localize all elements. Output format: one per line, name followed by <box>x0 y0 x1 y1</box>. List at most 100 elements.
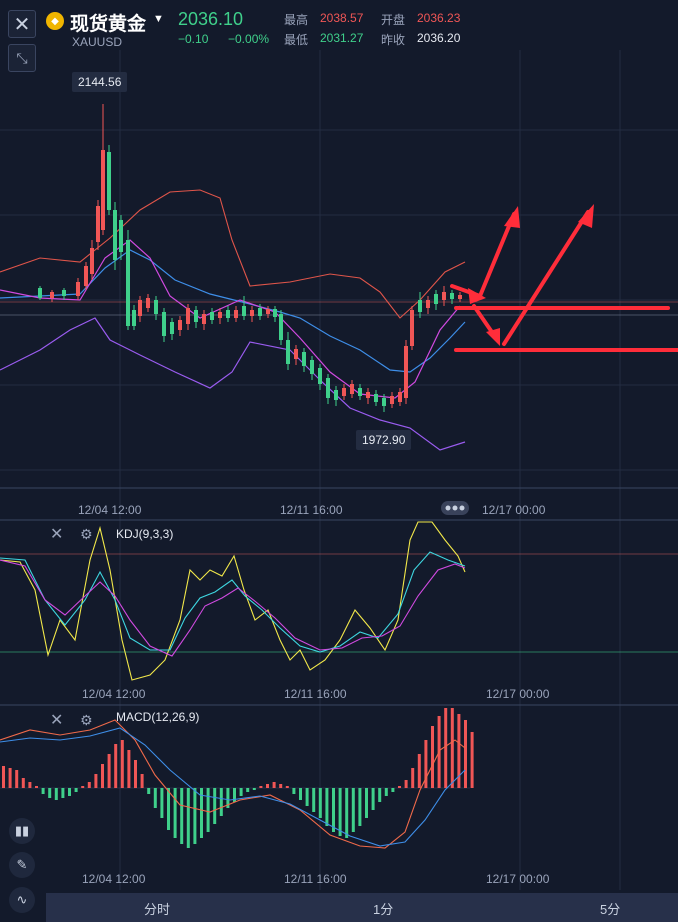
candle-tool-button[interactable]: ▮▮ <box>9 818 35 844</box>
prev-close-value: 2036.20 <box>417 31 461 45</box>
macd-histogram-bar <box>272 782 276 788</box>
prev-close-label: 昨收 <box>381 33 406 47</box>
x-axis-label: 12/11 16:00 <box>280 503 343 517</box>
macd-histogram-bar <box>213 788 217 824</box>
macd-histogram-bar <box>292 788 296 794</box>
macd-histogram-bar <box>101 764 104 788</box>
macd-histogram-bar <box>173 788 177 838</box>
macd-histogram-bar <box>186 788 190 848</box>
kdj-label: KDJ(9,3,3) <box>116 527 174 541</box>
macd-histogram-bar <box>457 714 461 788</box>
macd-histogram-bar <box>107 754 111 788</box>
close-kdj-icon[interactable]: ✕ <box>50 526 64 543</box>
macd-histogram-bar <box>160 788 164 818</box>
macd-histogram-bar <box>219 788 223 816</box>
macd-histogram-bar <box>153 788 157 808</box>
macd-histogram-bar <box>200 788 203 838</box>
macd-histogram-bar <box>378 788 382 802</box>
collapse-icon: ⤡ <box>16 49 28 66</box>
macd-histogram-bar <box>35 786 38 788</box>
macd-histogram-bar <box>167 788 170 830</box>
macd-histogram-bar <box>239 788 243 796</box>
price-change: −0.10 <box>178 32 209 46</box>
instrument-title[interactable]: 现货黄金 <box>70 14 147 35</box>
macd-histogram-bar <box>8 768 12 788</box>
macd-histogram-bar <box>41 788 45 794</box>
macd-histogram-bar <box>464 720 467 788</box>
price-change-pct: −0.00% <box>228 32 270 46</box>
indicator-tool-button[interactable]: ∿ <box>9 887 35 913</box>
x-axis-label: 12/17 00:00 <box>482 503 546 517</box>
gold-coin-icon: ◆ <box>46 12 64 30</box>
macd-histogram-bar <box>332 788 335 832</box>
open-label: 开盘 <box>381 13 406 27</box>
macd-histogram-bar <box>279 784 283 788</box>
chevron-down-icon[interactable]: ▼ <box>153 13 164 25</box>
x-axis-label: 12/04 12:00 <box>78 503 142 517</box>
settings-macd-icon[interactable]: ⚙ <box>80 712 93 728</box>
macd-histogram-bar <box>61 788 65 798</box>
kdj-x-axis-label: 12/17 00:00 <box>486 687 550 701</box>
macd-histogram-bar <box>252 788 256 790</box>
macd-histogram-bar <box>338 788 342 836</box>
indicator-icon: ∿ <box>16 892 28 907</box>
macd-histogram-bar <box>54 788 58 800</box>
macd-histogram-bar <box>431 726 434 788</box>
tab-1min[interactable]: 1分 <box>373 902 394 917</box>
macd-histogram-bar <box>206 788 210 832</box>
macd-histogram-bar <box>74 788 78 792</box>
macd-histogram-bar <box>246 788 250 792</box>
close-macd-icon[interactable]: ✕ <box>50 712 64 729</box>
macd-histogram-bar <box>470 732 474 788</box>
macd-histogram-bar <box>87 782 91 788</box>
macd-histogram-bar <box>312 788 316 812</box>
macd-histogram-bar <box>68 788 71 796</box>
macd-histogram-bar <box>114 744 118 788</box>
macd-histogram-bar <box>266 784 269 788</box>
macd-histogram-bar <box>384 788 388 796</box>
macd-histogram-bar <box>444 708 448 788</box>
macd-histogram-bar <box>226 788 230 808</box>
macd-histogram-bar <box>299 788 302 800</box>
macd-histogram-bar <box>259 786 263 788</box>
macd-histogram-bar <box>193 788 197 844</box>
max-price-tag: 2144.56 <box>72 72 128 92</box>
low-value: 2031.27 <box>320 31 364 45</box>
macd-histogram-bar <box>180 788 184 844</box>
macd-histogram-bar <box>345 788 349 838</box>
macd-histogram-bar <box>134 760 137 788</box>
macd-x-axis-label: 12/04 12:00 <box>82 872 146 886</box>
timeframe-bar <box>46 893 678 922</box>
macd-histogram-bar <box>365 788 368 818</box>
macd-histogram-bar <box>351 788 355 832</box>
kdj-x-axis-label: 12/04 12:00 <box>82 687 146 701</box>
tab-timeshare[interactable]: 分时 <box>144 902 171 917</box>
macd-histogram-bar <box>2 766 5 788</box>
macd-histogram-bar <box>424 740 428 788</box>
macd-histogram-bar <box>28 782 32 788</box>
macd-histogram-bar <box>147 788 151 794</box>
close-button[interactable]: ✕ <box>8 10 36 38</box>
collapse-button[interactable]: ⤡ <box>8 44 36 72</box>
macd-histogram-bar <box>15 770 19 788</box>
macd-histogram-bar <box>127 750 131 788</box>
open-value: 2036.23 <box>417 11 461 25</box>
draw-tool-button[interactable]: ✎ <box>9 852 35 878</box>
macd-x-axis-label: 12/17 00:00 <box>486 872 550 886</box>
macd-histogram-bar <box>140 774 144 788</box>
macd-histogram-bar <box>305 788 309 806</box>
settings-kdj-icon[interactable]: ⚙ <box>80 526 93 542</box>
macd-histogram-bar <box>404 780 408 788</box>
macd-histogram-bar <box>318 788 322 818</box>
macd-histogram-bar <box>450 708 454 788</box>
macd-histogram-bar <box>391 788 395 792</box>
high-label: 最高 <box>284 13 309 27</box>
tab-5min[interactable]: 5分 <box>600 902 621 917</box>
macd-histogram-bar <box>94 774 98 788</box>
last-price: 2036.10 <box>178 9 244 29</box>
macd-histogram-bar <box>371 788 375 810</box>
macd-x-axis-label: 12/11 16:00 <box>284 872 347 886</box>
macd-histogram-bar <box>285 786 289 788</box>
macd-histogram-bar <box>120 740 124 788</box>
